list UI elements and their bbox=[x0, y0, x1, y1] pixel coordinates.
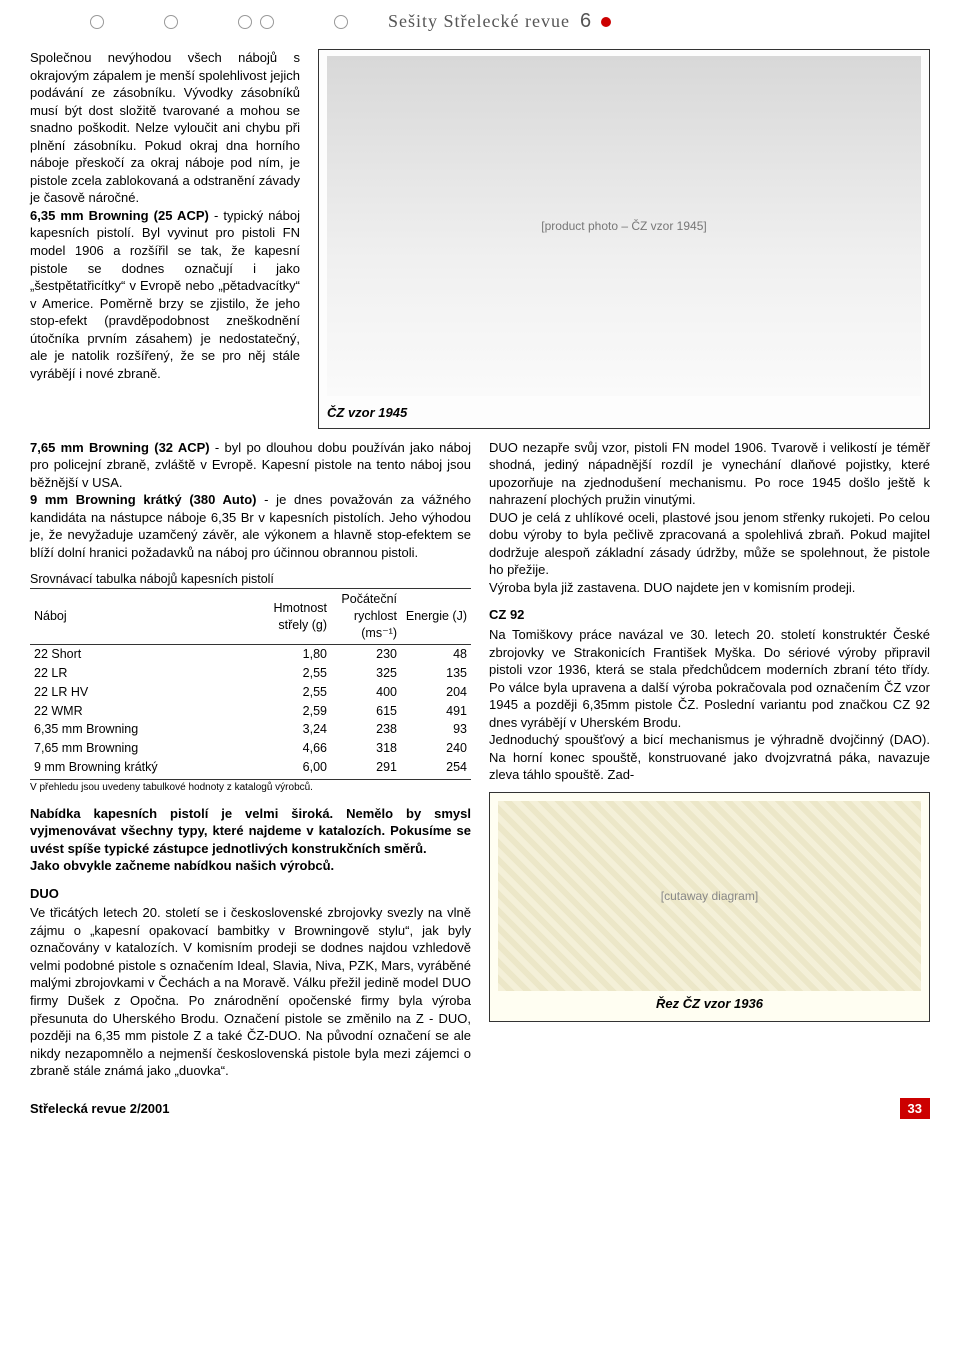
table-row: 22 LR2,55325135 bbox=[30, 664, 471, 683]
paragraph: DUO nezapře svůj vzor, pistoli FN model … bbox=[489, 439, 930, 509]
table-cell-energy: 93 bbox=[401, 720, 471, 739]
table-cell-velocity: 230 bbox=[331, 644, 401, 663]
page-footer: Střelecká revue 2/2001 33 bbox=[30, 1098, 930, 1120]
paragraph: Nabídka kapesních pistolí je velmi širok… bbox=[30, 805, 471, 858]
page-header: Sešity Střelecké revue 6 bbox=[30, 8, 930, 35]
table-cell-name: 9 mm Browning krátký bbox=[30, 758, 261, 777]
cartridge-name: 7,65 mm Browning (32 ACP) bbox=[30, 440, 210, 455]
table-cell-mass: 1,80 bbox=[261, 644, 331, 663]
paragraph: Společnou nevýhodou všech nábojů s okraj… bbox=[30, 49, 300, 207]
table-row: 7,65 mm Browning4,66318240 bbox=[30, 739, 471, 758]
table-cell-name: 22 Short bbox=[30, 644, 261, 663]
main-right-column: DUO nezapře svůj vzor, pistoli FN model … bbox=[489, 439, 930, 1080]
photo-box: [product photo – ČZ vzor 1945] ČZ vzor 1… bbox=[318, 49, 930, 429]
table-cell-velocity: 238 bbox=[331, 720, 401, 739]
section-heading-duo: DUO bbox=[30, 885, 471, 903]
right-column-top: [product photo – ČZ vzor 1945] ČZ vzor 1… bbox=[318, 49, 930, 439]
table-header-row: Náboj Hmotnost střely (g) Počáteční rych… bbox=[30, 589, 471, 645]
cartridge-name: 6,35 mm Browning (25 ACP) bbox=[30, 208, 209, 223]
header-issue: 6 bbox=[580, 8, 591, 35]
decor-circle-group bbox=[238, 15, 274, 29]
diagram-box: [cutaway diagram] Řez ČZ vzor 1936 bbox=[489, 792, 930, 1022]
paragraph-text: - typický náboj kapesních pistolí. Byl v… bbox=[30, 208, 300, 381]
diagram-caption: Řez ČZ vzor 1936 bbox=[498, 995, 921, 1013]
table-cell-name: 22 LR HV bbox=[30, 683, 261, 702]
table-cell-mass: 2,59 bbox=[261, 702, 331, 721]
paragraph: 6,35 mm Browning (25 ACP) - typický nábo… bbox=[30, 207, 300, 382]
paragraph: 9 mm Browning krátký (380 Auto) - je dne… bbox=[30, 491, 471, 561]
main-left-column: 7,65 mm Browning (32 ACP) - byl po dlouh… bbox=[30, 439, 471, 1080]
table-title: Srovnávací tabulka nábojů kapesních pist… bbox=[30, 571, 471, 588]
footer-magazine-issue: Střelecká revue 2/2001 bbox=[30, 1100, 170, 1118]
page-number-badge: 33 bbox=[900, 1098, 930, 1120]
main-two-column: 7,65 mm Browning (32 ACP) - byl po dlouh… bbox=[30, 439, 930, 1080]
cartridge-name: 9 mm Browning krátký (380 Auto) bbox=[30, 492, 256, 507]
table-col-name: Náboj bbox=[30, 589, 261, 645]
table-col-energy: Energie (J) bbox=[401, 589, 471, 645]
table-cell-name: 7,65 mm Browning bbox=[30, 739, 261, 758]
paragraph: Ve třicátých letech 20. století se i čes… bbox=[30, 904, 471, 1079]
table-cell-mass: 3,24 bbox=[261, 720, 331, 739]
table-row: 22 LR HV2,55400204 bbox=[30, 683, 471, 702]
paragraph: Na Tomiškovy práce navázal ve 30. letech… bbox=[489, 626, 930, 731]
top-section: Společnou nevýhodou všech nábojů s okraj… bbox=[30, 49, 930, 439]
section-heading-cz92: CZ 92 bbox=[489, 606, 930, 624]
table-col-velocity: Počáteční rychlost (ms⁻¹) bbox=[331, 589, 401, 645]
photo-caption: ČZ vzor 1945 bbox=[327, 402, 921, 422]
header-decor-circles bbox=[90, 15, 348, 29]
table-footnote: V přehledu jsou uvedeny tabulkové hodnot… bbox=[30, 779, 471, 795]
cutaway-diagram: [cutaway diagram] bbox=[498, 801, 921, 991]
decor-circle-icon bbox=[334, 15, 348, 29]
paragraph: 7,65 mm Browning (32 ACP) - byl po dlouh… bbox=[30, 439, 471, 492]
table-cell-velocity: 615 bbox=[331, 702, 401, 721]
left-column-text: Společnou nevýhodou všech nábojů s okraj… bbox=[30, 49, 300, 439]
table-cell-mass: 6,00 bbox=[261, 758, 331, 777]
decor-circle-icon bbox=[238, 15, 252, 29]
table-cell-energy: 48 bbox=[401, 644, 471, 663]
paragraph: Výroba byla již zastavena. DUO najdete j… bbox=[489, 579, 930, 597]
table-row: 6,35 mm Browning3,2423893 bbox=[30, 720, 471, 739]
table-col-mass: Hmotnost střely (g) bbox=[261, 589, 331, 645]
paragraph: Jako obvykle začneme nabídkou našich výr… bbox=[30, 857, 471, 875]
table-cell-velocity: 291 bbox=[331, 758, 401, 777]
table-cell-velocity: 325 bbox=[331, 664, 401, 683]
cartridge-table: Náboj Hmotnost střely (g) Počáteční rych… bbox=[30, 588, 471, 777]
table-cell-mass: 2,55 bbox=[261, 683, 331, 702]
table-cell-velocity: 318 bbox=[331, 739, 401, 758]
table-cell-energy: 491 bbox=[401, 702, 471, 721]
table-cell-name: 22 WMR bbox=[30, 702, 261, 721]
table-row: 22 Short1,8023048 bbox=[30, 644, 471, 663]
table-cell-energy: 254 bbox=[401, 758, 471, 777]
table-row: 9 mm Browning krátký6,00291254 bbox=[30, 758, 471, 777]
paragraph: DUO je celá z uhlíkové oceli, plastové j… bbox=[489, 509, 930, 579]
decor-circle-icon bbox=[260, 15, 274, 29]
table-cell-mass: 4,66 bbox=[261, 739, 331, 758]
table-cell-name: 6,35 mm Browning bbox=[30, 720, 261, 739]
header-title: Sešity Střelecké revue bbox=[388, 9, 570, 33]
table-cell-energy: 240 bbox=[401, 739, 471, 758]
table-row: 22 WMR2,59615491 bbox=[30, 702, 471, 721]
table-cell-energy: 135 bbox=[401, 664, 471, 683]
table-cell-energy: 204 bbox=[401, 683, 471, 702]
decor-circle-icon bbox=[164, 15, 178, 29]
table-cell-name: 22 LR bbox=[30, 664, 261, 683]
table-cell-mass: 2,55 bbox=[261, 664, 331, 683]
table-cell-velocity: 400 bbox=[331, 683, 401, 702]
header-dot-icon bbox=[601, 17, 611, 27]
decor-circle-icon bbox=[90, 15, 104, 29]
product-photo: [product photo – ČZ vzor 1945] bbox=[327, 56, 921, 396]
paragraph: Jednoduchý spoušťový a bicí mechanismus … bbox=[489, 731, 930, 784]
